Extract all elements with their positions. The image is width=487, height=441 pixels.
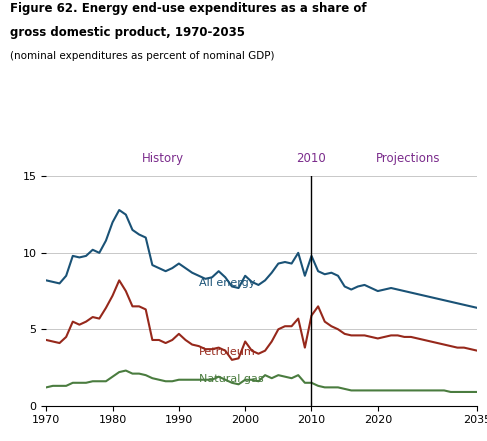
Text: Natural gas: Natural gas	[199, 374, 263, 384]
Text: Projections: Projections	[376, 152, 441, 165]
Text: Figure 62. Energy end-use expenditures as a share of: Figure 62. Energy end-use expenditures a…	[10, 2, 366, 15]
Text: gross domestic product, 1970-2035: gross domestic product, 1970-2035	[10, 26, 245, 39]
Text: Petroleum: Petroleum	[199, 347, 256, 356]
Text: All energy: All energy	[199, 278, 255, 288]
Text: (nominal expenditures as percent of nominal GDP): (nominal expenditures as percent of nomi…	[10, 51, 274, 61]
Text: History: History	[142, 152, 184, 165]
Text: 2010: 2010	[297, 152, 326, 165]
